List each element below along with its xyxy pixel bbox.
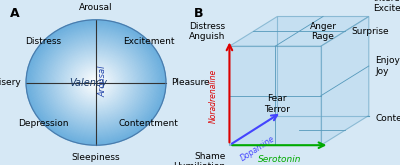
Circle shape [44, 35, 148, 130]
Circle shape [87, 74, 105, 91]
Circle shape [31, 24, 161, 141]
Circle shape [42, 34, 150, 131]
Circle shape [28, 22, 164, 143]
Circle shape [39, 31, 153, 134]
Text: Arousal: Arousal [79, 2, 113, 12]
Polygon shape [230, 16, 369, 46]
Circle shape [63, 53, 129, 112]
Circle shape [34, 27, 158, 138]
Text: Misery: Misery [0, 78, 20, 87]
Circle shape [66, 55, 126, 110]
Text: Distress: Distress [26, 37, 62, 46]
Circle shape [90, 77, 102, 88]
Circle shape [60, 50, 132, 115]
Circle shape [61, 51, 131, 114]
Text: A: A [10, 7, 19, 20]
Text: Pleasure: Pleasure [172, 78, 210, 87]
Circle shape [74, 63, 118, 102]
Circle shape [82, 70, 110, 95]
Circle shape [78, 67, 114, 98]
Text: Surprise: Surprise [351, 27, 389, 36]
Circle shape [38, 30, 154, 135]
Circle shape [88, 75, 104, 90]
Circle shape [70, 60, 122, 105]
Text: Noradrenaline: Noradrenaline [208, 69, 217, 123]
Circle shape [32, 25, 160, 140]
Circle shape [55, 46, 137, 119]
Circle shape [36, 28, 156, 137]
Circle shape [54, 45, 138, 120]
Text: Sleepiness: Sleepiness [72, 153, 120, 163]
Circle shape [47, 39, 145, 126]
Circle shape [81, 69, 111, 96]
Circle shape [95, 82, 97, 83]
Circle shape [53, 44, 139, 121]
Circle shape [76, 65, 116, 100]
Text: Dopamine: Dopamine [239, 134, 276, 163]
Text: Valency: Valency [70, 78, 108, 87]
Circle shape [41, 33, 151, 132]
Text: Shame
Humiliation: Shame Humiliation [173, 152, 225, 165]
Text: Distress
Anguish: Distress Anguish [189, 22, 225, 41]
Circle shape [62, 52, 130, 113]
Circle shape [50, 42, 142, 123]
Polygon shape [230, 46, 321, 145]
Circle shape [49, 41, 143, 124]
Circle shape [64, 54, 128, 111]
Text: Contempt: Contempt [375, 114, 400, 123]
Text: Contentment: Contentment [118, 119, 178, 128]
Text: Excitement: Excitement [123, 37, 174, 46]
Text: Anger
Rage: Anger Rage [310, 22, 336, 41]
Circle shape [27, 21, 165, 144]
Circle shape [48, 40, 144, 125]
Circle shape [91, 78, 101, 87]
Circle shape [59, 49, 133, 116]
Circle shape [72, 61, 120, 104]
Circle shape [36, 29, 156, 136]
Text: Serotonin: Serotonin [258, 155, 301, 164]
Text: B: B [194, 7, 204, 20]
Text: Arousal: Arousal [99, 65, 108, 97]
Text: Enjoyment
Joy: Enjoyment Joy [375, 56, 400, 76]
Circle shape [86, 73, 106, 92]
Circle shape [94, 80, 98, 85]
Circle shape [80, 68, 112, 97]
Circle shape [75, 64, 117, 101]
Circle shape [92, 79, 100, 86]
Circle shape [77, 66, 115, 99]
Circle shape [52, 43, 140, 122]
Circle shape [46, 38, 146, 127]
Text: Fear
Terror: Fear Terror [264, 94, 290, 114]
Circle shape [89, 76, 103, 89]
Circle shape [69, 58, 123, 107]
Text: Depression: Depression [18, 119, 69, 128]
Circle shape [84, 72, 108, 93]
Circle shape [45, 36, 147, 129]
Circle shape [83, 71, 109, 94]
Circle shape [33, 26, 159, 139]
Circle shape [68, 57, 124, 108]
Circle shape [30, 23, 162, 142]
Circle shape [58, 48, 134, 117]
Circle shape [67, 56, 125, 109]
Circle shape [73, 62, 119, 103]
Polygon shape [321, 16, 369, 145]
Circle shape [40, 32, 152, 133]
Text: Interest
Excitement: Interest Excitement [373, 0, 400, 13]
Circle shape [56, 47, 136, 118]
Circle shape [26, 20, 166, 145]
